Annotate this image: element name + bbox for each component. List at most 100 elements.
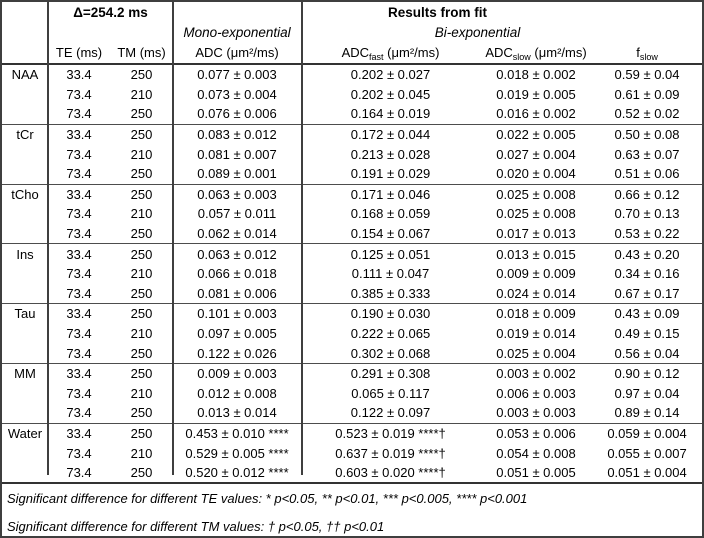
- te-column-header: TE (ms): [48, 42, 110, 65]
- table-row: tCho 33.4 250 0.063 ± 0.003 0.171 ± 0.04…: [2, 183, 702, 205]
- adc-value: 0.083 ± 0.012: [173, 123, 302, 145]
- table-row: 73.4 250 0.081 ± 0.006 0.385 ± 0.333 0.0…: [2, 284, 702, 304]
- corner-cell: [2, 2, 48, 22]
- tm-value: 210: [130, 146, 153, 162]
- footnote-tm: Significant difference for different TM …: [7, 518, 385, 534]
- adc-column-header: ADC (μm²/ms): [173, 42, 302, 65]
- adc-slow-value: 0.051 ± 0.005: [496, 465, 576, 481]
- metabolite-label: Tau: [2, 303, 48, 324]
- adc-fast-value: 0.523 ± 0.019 ****†: [301, 422, 481, 444]
- adc-slow-value: 0.054 ± 0.008: [496, 445, 576, 461]
- adc-value: 0.101 ± 0.003: [173, 303, 302, 324]
- f-slow-value: 0.63 ± 0.07: [614, 146, 680, 162]
- metabolite-label: [2, 443, 48, 463]
- te-value: 73.4: [66, 345, 92, 361]
- adc-slow-value: 0.025 ± 0.004: [496, 345, 576, 361]
- table-header: Δ=254.2 ms Results from fit Mono-exponen…: [2, 2, 702, 65]
- adc-fast-value: 0.191 ± 0.029: [350, 166, 431, 182]
- adc-slow-column-header: ADCslow (μm²/ms): [480, 42, 593, 65]
- f-slow-value: 0.61 ± 0.09: [614, 86, 680, 102]
- f-slow-value: 0.70 ± 0.13: [614, 206, 680, 222]
- adc-value: 0.081 ± 0.006: [197, 285, 277, 301]
- f-slow-value: 0.50 ± 0.08: [592, 123, 702, 145]
- table-row: 73.4 250 0.062 ± 0.014 0.154 ± 0.067 0.0…: [2, 224, 702, 244]
- table-row: 73.4 250 0.520 ± 0.012 **** 0.603 ± 0.02…: [2, 463, 702, 484]
- f-slow-value: 0.97 ± 0.04: [614, 385, 680, 401]
- adc-value: 0.066 ± 0.018: [197, 266, 277, 282]
- empty-cell: [2, 42, 48, 65]
- te-value: 73.4: [66, 326, 92, 342]
- adc-value: 0.097 ± 0.005: [197, 326, 277, 342]
- adc-value: 0.089 ± 0.001: [197, 166, 277, 182]
- adc-value: 0.529 ± 0.005 ****: [185, 445, 289, 461]
- adc-fast-value: 0.164 ± 0.019: [350, 106, 431, 122]
- te-value: 73.4: [66, 166, 92, 182]
- adc-slow-value: 0.024 ± 0.014: [496, 285, 576, 301]
- tm-value: 250: [110, 183, 174, 205]
- adc-fast-value: 0.065 ± 0.117: [351, 385, 430, 401]
- table-row: Tau 33.4 250 0.101 ± 0.003 0.190 ± 0.030…: [2, 303, 702, 324]
- metabolite-label: MM: [2, 362, 48, 384]
- te-value: 33.4: [48, 243, 110, 264]
- f-slow-value: 0.53 ± 0.22: [614, 226, 680, 242]
- f-slow-value: 0.56 ± 0.04: [614, 345, 680, 361]
- tm-value: 250: [130, 345, 153, 361]
- adc-slow-value: 0.006 ± 0.003: [496, 385, 576, 401]
- adc-slow-value: 0.017 ± 0.013: [496, 226, 576, 242]
- adc-value: 0.453 ± 0.010 ****: [173, 422, 302, 444]
- table-row: 73.4 210 0.066 ± 0.018 0.111 ± 0.047 0.0…: [2, 264, 702, 284]
- empty-cell: [2, 22, 48, 42]
- f-slow-value: 0.49 ± 0.15: [614, 326, 680, 342]
- adc-slow-value: 0.022 ± 0.005: [480, 123, 593, 145]
- te-value: 73.4: [66, 226, 92, 242]
- tm-value: 210: [130, 445, 153, 461]
- f-slow-value: 0.90 ± 0.12: [592, 362, 702, 384]
- te-value: 73.4: [66, 266, 92, 282]
- table-row: 73.4 210 0.097 ± 0.005 0.222 ± 0.065 0.0…: [2, 324, 702, 344]
- adc-fast-value: 0.385 ± 0.333: [350, 285, 431, 301]
- mono-exponential-header: Mono-exponential: [183, 24, 291, 40]
- tm-value: 210: [130, 206, 153, 222]
- tm-value: 250: [110, 303, 174, 324]
- column-divider: [172, 2, 174, 475]
- adc-value: 0.057 ± 0.011: [197, 206, 277, 222]
- adc-slow-value: 0.025 ± 0.008: [496, 206, 576, 222]
- empty-cell: [48, 22, 173, 42]
- adc-fast-value: 0.302 ± 0.068: [350, 345, 431, 361]
- f-slow-value: 0.055 ± 0.007: [607, 445, 687, 461]
- adc-value: 0.012 ± 0.008: [197, 385, 277, 401]
- adc-fast-value: 0.111 ± 0.047: [351, 266, 430, 282]
- adc-slow-value: 0.020 ± 0.004: [496, 166, 576, 182]
- adc-fast-value: 0.190 ± 0.030: [301, 303, 481, 324]
- tm-value: 210: [130, 326, 153, 342]
- adc-slow-value: 0.018 ± 0.002: [496, 67, 576, 83]
- footnote-row: Significant difference for different TE …: [2, 482, 702, 513]
- tm-value: 210: [130, 266, 153, 282]
- adc-value: 0.063 ± 0.003: [173, 183, 302, 205]
- adc-value: 0.063 ± 0.012: [173, 243, 302, 264]
- tm-value: 250: [130, 67, 153, 83]
- table-row: Ins 33.4 250 0.063 ± 0.012 0.125 ± 0.051…: [2, 243, 702, 264]
- metabolite-label: [2, 384, 48, 404]
- adc-slow-value: 0.009 ± 0.009: [496, 266, 576, 282]
- tm-value: 250: [130, 166, 153, 182]
- table-row: 73.4 250 0.122 ± 0.026 0.302 ± 0.068 0.0…: [2, 343, 702, 363]
- f-slow-value: 0.66 ± 0.12: [592, 183, 702, 205]
- tm-value: 250: [110, 123, 174, 145]
- adc-value: 0.013 ± 0.014: [197, 405, 277, 421]
- delta-header: Δ=254.2 ms: [73, 4, 148, 20]
- metabolite-label: [2, 144, 48, 164]
- adc-slow-value: 0.053 ± 0.006: [480, 422, 593, 444]
- te-value: 33.4: [48, 422, 110, 444]
- f-slow-value: 0.67 ± 0.17: [614, 285, 680, 301]
- tm-value: 250: [130, 226, 153, 242]
- te-value: 33.4: [48, 183, 110, 205]
- te-value: 33.4: [48, 303, 110, 324]
- tm-value: 250: [130, 405, 153, 421]
- f-slow-value: 0.051 ± 0.004: [607, 465, 687, 481]
- metabolite-label: [2, 224, 48, 244]
- table-row: 73.4 210 0.012 ± 0.008 0.065 ± 0.117 0.0…: [2, 384, 702, 404]
- f-slow-value: 0.059 ± 0.004: [592, 422, 702, 444]
